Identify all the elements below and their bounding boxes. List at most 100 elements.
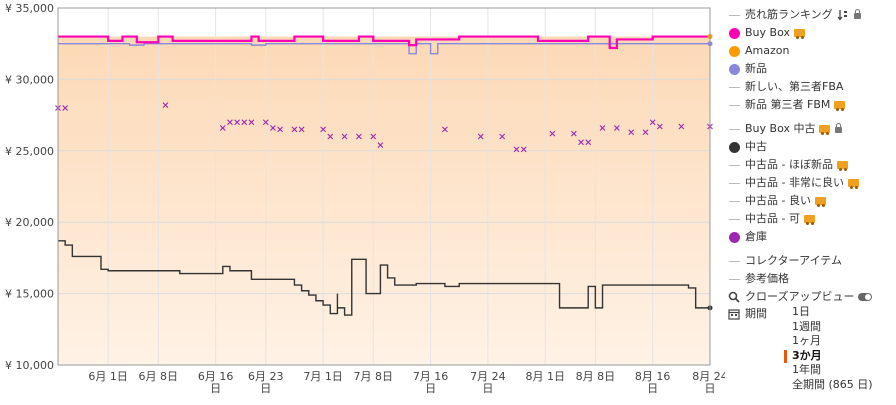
- period-option[interactable]: 3か月: [728, 349, 896, 364]
- period-option[interactable]: 1日: [792, 305, 810, 318]
- series-line-新品: [58, 43, 710, 55]
- warehouse-point-stroke: [613, 125, 620, 131]
- warehouse-point: [599, 125, 606, 131]
- period-range-list: 1日 1週間 1ヶ月 3か月 1年間 全期間 (865 日): [728, 305, 896, 392]
- warehouse-point: [277, 126, 283, 133]
- legend-label: 中古品 - 非常に良い: [745, 176, 844, 189]
- warehouse-point-stroke: [549, 130, 556, 137]
- legend-line-icon: [728, 159, 740, 171]
- legend-dot-icon: [728, 63, 740, 75]
- warehouse-point: [262, 119, 269, 126]
- legend-dot-icon: [728, 141, 740, 153]
- legend-label: 中古: [745, 140, 767, 153]
- warehouse-point-stroke: [499, 133, 506, 140]
- warehouse-point-stroke: [277, 126, 283, 133]
- sort-icon[interactable]: [837, 9, 849, 21]
- legend-item-used_acceptable[interactable]: 中古品 - 可: [728, 210, 896, 228]
- warehouse-point: [162, 102, 169, 108]
- period-row: 期間: [728, 305, 896, 322]
- closeup-toggle-row[interactable]: クローズアップビュー: [728, 288, 896, 305]
- legend-label: Buy Box 中古: [745, 122, 816, 135]
- warehouse-point: [377, 142, 384, 148]
- warehouse-point-stroke: [248, 119, 255, 126]
- legend-line-icon: [728, 81, 740, 93]
- legend-item-collectible[interactable]: コレクターアイテム: [728, 252, 896, 270]
- lock-icon: [835, 123, 843, 133]
- y-tick-label: ¥ 30,000: [5, 73, 54, 86]
- y-tick-label: ¥ 10,000: [5, 359, 54, 372]
- legend-line-icon: [728, 99, 740, 111]
- warehouse-point-stroke: [62, 105, 69, 111]
- legend-item-used_good[interactable]: 中古品 - 良い: [728, 192, 896, 210]
- warehouse-point: [248, 119, 255, 126]
- truck-icon: [836, 161, 848, 171]
- legend-item-sales_rank[interactable]: 売れ筋ランキング: [728, 6, 896, 24]
- warehouse-point-stroke: [162, 102, 169, 108]
- legend-item-new_fba[interactable]: 新しい、第三者FBA: [728, 78, 896, 96]
- period-option[interactable]: 1年間: [792, 363, 821, 376]
- x-tick-label: 6月 1日: [88, 370, 128, 383]
- legend-line-icon: [728, 255, 740, 267]
- period-label: 期間: [745, 307, 767, 320]
- warehouse-point: [656, 123, 663, 130]
- period-option[interactable]: 1週間: [792, 319, 821, 333]
- lock-icon: [853, 9, 861, 19]
- plot-frame: [57, 7, 711, 366]
- x-tick-label-suffix: 日: [210, 382, 221, 395]
- price-history-chart: ¥ 35,000 ¥ 30,000 ¥ 25,000 ¥ 20,000 ¥ 15,000…: [5, 2, 725, 395]
- warehouse-point: [356, 133, 362, 140]
- warehouse-point-stroke: [227, 119, 233, 126]
- period-option[interactable]: 1ヶ月: [792, 334, 821, 347]
- legend-item-used_very_good[interactable]: 中古品 - 非常に良い: [728, 174, 896, 192]
- warehouse-point-stroke: [520, 146, 527, 153]
- warehouse-point-stroke: [570, 130, 577, 137]
- legend-item-new_fbm[interactable]: 新品 第三者 FBM: [728, 96, 896, 114]
- legend-line-icon: [728, 123, 740, 135]
- period-option[interactable]: 全期間 (865 日): [792, 377, 873, 391]
- warehouse-point-stroke: [377, 142, 384, 148]
- chart-controls: クローズアップビュー 期間 1日 1週間 1ヶ月 3か月 1年間 全期間 (865 日): [728, 288, 896, 392]
- truck-icon: [803, 215, 815, 225]
- warehouse-point: [370, 133, 377, 140]
- magnifier-icon: [728, 291, 740, 303]
- warehouse-point: [298, 126, 305, 133]
- legend-item-used[interactable]: 中古: [728, 138, 896, 156]
- warehouse-point: [628, 129, 635, 136]
- legend-dot-icon: [728, 27, 740, 39]
- warehouse-point-stroke: [656, 123, 663, 130]
- warehouse-point-stroke: [298, 126, 305, 133]
- warehouse-point: [578, 139, 584, 146]
- legend-item-amazon[interactable]: Amazon: [728, 42, 896, 60]
- legend-item-list_price[interactable]: 参考価格: [728, 270, 896, 288]
- warehouse-point: [241, 119, 248, 126]
- warehouse-point-stroke: [370, 133, 377, 140]
- legend-item-warehouse[interactable]: 倉庫: [728, 228, 896, 246]
- closeup-toggle-switch[interactable]: [858, 292, 873, 301]
- legend-label: コレクターアイテム: [745, 254, 843, 267]
- legend-dot-icon: [728, 45, 740, 57]
- legend-item-used_like_new[interactable]: 中古品 - ほぼ新品: [728, 156, 896, 174]
- legend-item-buybox[interactable]: Buy Box: [728, 24, 896, 42]
- legend-dot-icon: [728, 231, 740, 243]
- truck-icon: [819, 125, 831, 135]
- warehouse-point-stroke: [513, 146, 520, 153]
- warehouse-point: [227, 119, 233, 126]
- legend-item-buybox_used[interactable]: Buy Box 中古: [728, 120, 896, 138]
- warehouse-point-stroke: [270, 125, 276, 131]
- warehouse-point: [341, 133, 348, 140]
- legend-line-icon: [728, 177, 740, 189]
- x-tick-label-suffix: 日: [425, 382, 436, 395]
- legend-item-new[interactable]: 新品: [728, 60, 896, 78]
- warehouse-point: [219, 125, 226, 131]
- truck-icon: [834, 101, 846, 111]
- warehouse-point-stroke: [320, 126, 326, 133]
- warehouse-point-stroke: [628, 129, 635, 136]
- warehouse-point: [270, 125, 276, 131]
- warehouse-point: [320, 126, 326, 133]
- warehouse-point-stroke: [585, 139, 592, 146]
- warehouse-point-stroke: [219, 125, 226, 131]
- y-tick-label: ¥ 35,000: [5, 2, 54, 15]
- warehouse-point: [62, 105, 69, 111]
- warehouse-point: [327, 133, 334, 140]
- x-tick-label: 7月 16: [413, 370, 449, 383]
